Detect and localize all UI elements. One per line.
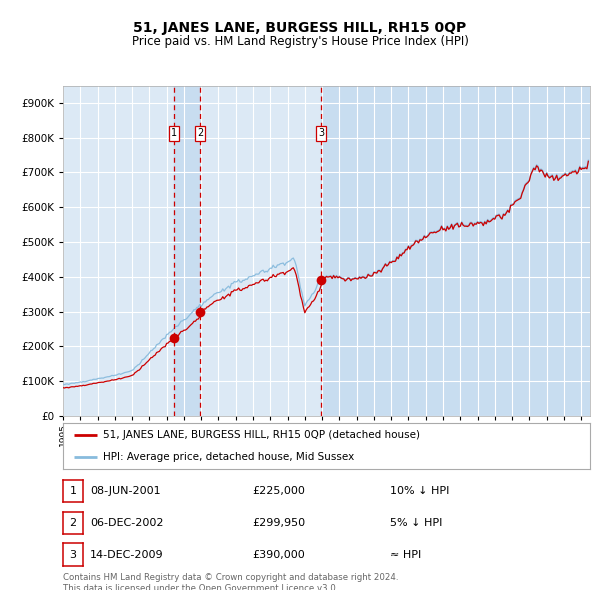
- Text: Price paid vs. HM Land Registry's House Price Index (HPI): Price paid vs. HM Land Registry's House …: [131, 35, 469, 48]
- Text: 3: 3: [318, 129, 324, 139]
- Text: 10% ↓ HPI: 10% ↓ HPI: [390, 486, 449, 496]
- Text: 2: 2: [70, 518, 76, 527]
- Text: £299,950: £299,950: [252, 518, 305, 527]
- Text: 08-JUN-2001: 08-JUN-2001: [90, 486, 161, 496]
- Text: Contains HM Land Registry data © Crown copyright and database right 2024.
This d: Contains HM Land Registry data © Crown c…: [63, 573, 398, 590]
- Text: 51, JANES LANE, BURGESS HILL, RH15 0QP: 51, JANES LANE, BURGESS HILL, RH15 0QP: [133, 21, 467, 35]
- Text: 51, JANES LANE, BURGESS HILL, RH15 0QP (detached house): 51, JANES LANE, BURGESS HILL, RH15 0QP (…: [103, 431, 419, 441]
- Text: 1: 1: [171, 129, 177, 139]
- Bar: [174, 86, 200, 416]
- Text: 2: 2: [197, 129, 203, 139]
- Text: 06-DEC-2002: 06-DEC-2002: [90, 518, 163, 527]
- Text: 14-DEC-2009: 14-DEC-2009: [90, 550, 164, 559]
- Text: £225,000: £225,000: [252, 486, 305, 496]
- Text: £390,000: £390,000: [252, 550, 305, 559]
- Text: 3: 3: [70, 550, 76, 559]
- Text: 1: 1: [70, 486, 76, 496]
- Text: ≈ HPI: ≈ HPI: [390, 550, 421, 559]
- Bar: [321, 86, 590, 416]
- Text: 5% ↓ HPI: 5% ↓ HPI: [390, 518, 442, 527]
- Text: HPI: Average price, detached house, Mid Sussex: HPI: Average price, detached house, Mid …: [103, 451, 354, 461]
